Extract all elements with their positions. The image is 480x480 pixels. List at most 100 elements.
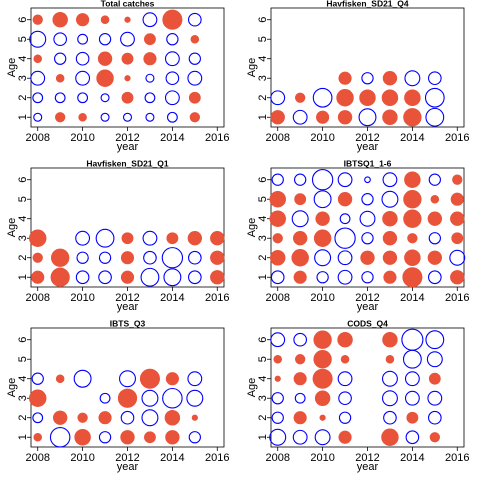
bubble-negative: [188, 250, 202, 265]
bubble-positive: [50, 267, 70, 287]
bubble-negative: [405, 430, 420, 445]
bubble-positive: [313, 330, 332, 349]
bubble-positive: [314, 390, 331, 406]
x-tick-label: 2014: [400, 452, 424, 464]
bubble-positive: [337, 192, 353, 207]
bubble-positive: [77, 412, 88, 423]
bubble-positive: [313, 350, 332, 369]
x-tick-label: 2014: [400, 292, 424, 304]
x-tick-label: 2008: [25, 452, 49, 464]
x-tick-label: 2012: [355, 132, 379, 144]
bubble-negative: [30, 70, 46, 86]
panel-3: IBTSQ1_1-6 2008 2010 2012 2014 2016 1 2 3 4 5 6 year…: [246, 159, 470, 314]
bubble-negative: [33, 112, 43, 122]
bubble-positive: [430, 194, 440, 204]
x-tick-label: 2016: [205, 132, 229, 144]
bubble-negative: [145, 73, 155, 83]
bubble-positive: [124, 75, 131, 82]
bubble-negative: [358, 108, 377, 127]
bubble-positive: [381, 89, 399, 106]
panel-1: Havfisken_SD21_Q4 2008 2010 2012 2014 2016 1 2 3…: [246, 0, 470, 153]
bubble-positive: [338, 430, 352, 444]
bubble-negative: [312, 87, 333, 108]
bubble-negative: [164, 51, 180, 67]
bubble-positive: [404, 171, 421, 188]
bubble-positive: [32, 252, 43, 263]
bubble-negative: [291, 210, 309, 228]
bubble-positive: [189, 112, 200, 123]
bubble-negative: [270, 90, 286, 106]
bubble-positive: [74, 429, 91, 446]
bubble-positive: [337, 110, 353, 125]
bubble-positive: [270, 110, 285, 125]
y-tick-label: 5: [17, 356, 29, 362]
bubble-positive: [291, 249, 309, 267]
bubble-negative: [337, 371, 353, 387]
bubble-negative: [313, 190, 332, 209]
bubble-negative: [98, 270, 112, 285]
bubble-negative: [77, 92, 89, 104]
bubble-negative: [75, 70, 91, 86]
bubble-positive: [97, 51, 113, 66]
y-tick-label: 3: [257, 395, 269, 401]
bubble-positive: [120, 430, 135, 445]
bubble-negative: [361, 232, 374, 245]
bubble-positive: [188, 91, 201, 104]
bubble-positive: [162, 9, 183, 30]
panel-0: Total catches 2008 2010 2012 2014 2016 1 2 3 4 5 6 y…: [6, 0, 230, 153]
bubble-positive: [164, 410, 181, 426]
y-tick-label: 1: [257, 274, 269, 280]
panel-5: CODS_Q4 2008 2010 2012 2014 2016 1 2 3 4 5 6 year Age: [246, 319, 470, 474]
bubble-negative: [145, 112, 155, 122]
bubble-positive: [78, 112, 87, 122]
bubble-negative: [271, 411, 284, 424]
bubble-positive: [143, 52, 157, 66]
bubble-positive: [428, 372, 441, 385]
bubble-negative: [100, 93, 110, 103]
y-tick-label: 4: [17, 56, 29, 62]
bubble-positive: [272, 233, 283, 244]
bubble-positive: [96, 69, 114, 87]
bubble-negative: [162, 387, 183, 409]
bubble-positive: [403, 108, 422, 127]
bubble-positive: [403, 190, 422, 209]
bubble-negative: [428, 232, 441, 245]
bubble-negative: [144, 92, 156, 104]
bubble-positive: [382, 71, 398, 86]
bubble-negative: [49, 426, 71, 448]
y-axis-label: Age: [246, 218, 258, 238]
bubble-positive: [210, 231, 225, 246]
bubble-negative: [426, 351, 443, 368]
bubble-negative: [381, 370, 398, 387]
bubble-negative: [161, 247, 184, 269]
bubble-positive: [338, 71, 352, 85]
bubble-negative: [188, 12, 202, 27]
bubble-negative: [338, 411, 352, 424]
bubble-positive: [269, 210, 286, 227]
y-tick-label: 4: [257, 216, 269, 222]
bubble-positive: [33, 432, 43, 442]
bubble-positive: [382, 250, 398, 265]
bubble-negative: [163, 268, 182, 287]
x-axis-label: year: [357, 141, 379, 153]
bubble-positive: [406, 411, 419, 424]
bubble-positive: [427, 211, 442, 226]
bubble-negative: [337, 250, 353, 266]
bubble-negative: [271, 173, 284, 186]
bubble-positive: [450, 192, 464, 206]
x-tick-label: 2008: [265, 292, 289, 304]
bubble-positive: [450, 211, 465, 226]
bubble-positive: [124, 16, 131, 23]
x-tick-label: 2008: [265, 132, 289, 144]
x-tick-label: 2008: [265, 452, 289, 464]
bubble-positive: [404, 89, 421, 106]
bubble-negative: [73, 369, 92, 388]
x-tick-label: 2010: [310, 452, 334, 464]
bubble-positive: [33, 54, 43, 63]
y-tick-label: 3: [17, 235, 29, 241]
x-tick-label: 2014: [160, 132, 184, 144]
bubble-negative: [359, 210, 376, 227]
bubble-positive: [165, 372, 179, 386]
x-axis-label: year: [117, 461, 139, 473]
bubble-positive: [385, 354, 395, 364]
